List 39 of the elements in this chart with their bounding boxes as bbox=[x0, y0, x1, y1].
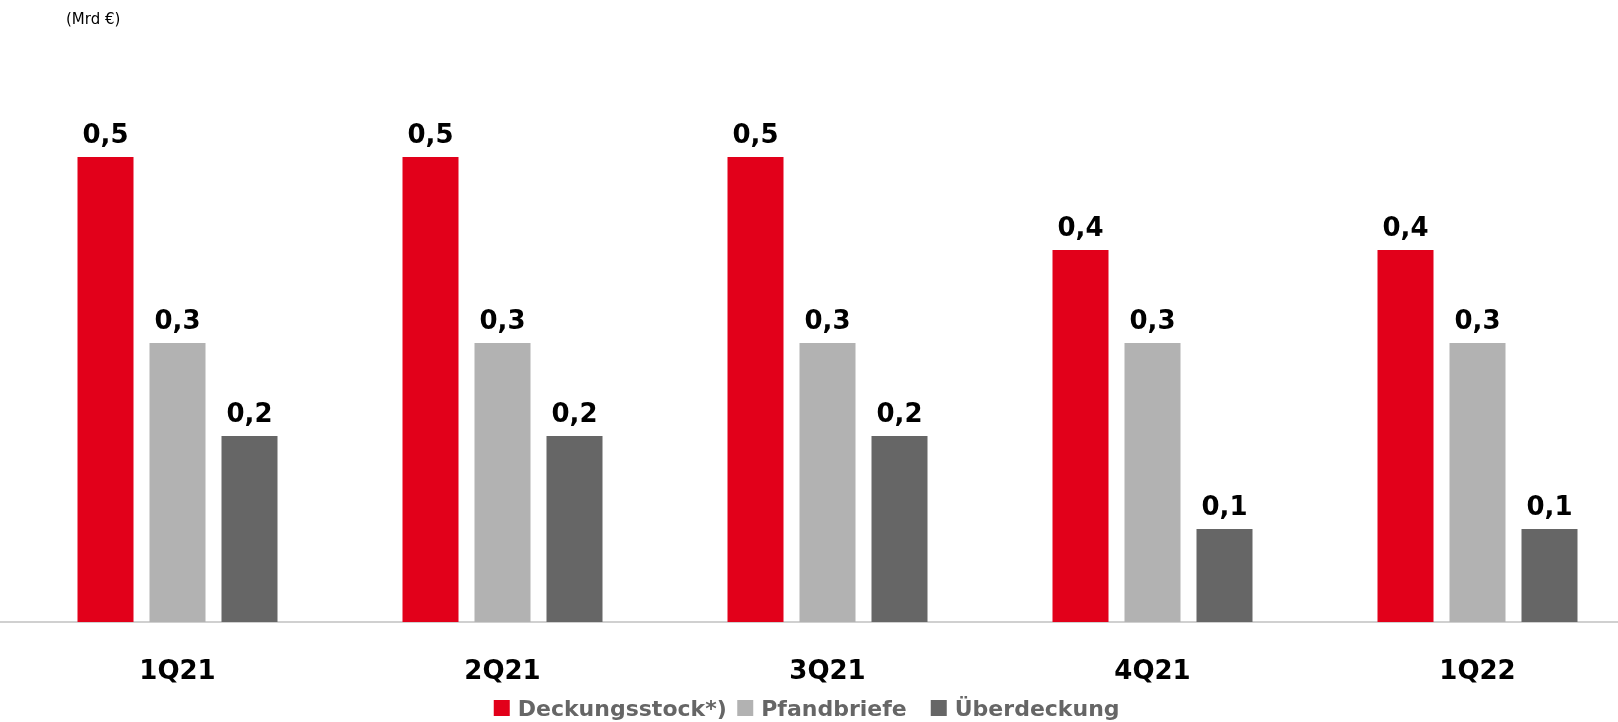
x-tick-label: 1Q21 bbox=[139, 655, 216, 685]
data-label: 0,3 bbox=[154, 305, 201, 335]
bar bbox=[1521, 529, 1578, 622]
data-label: 0,4 bbox=[1382, 212, 1429, 242]
bar bbox=[727, 157, 784, 622]
data-label: 0,3 bbox=[1454, 305, 1501, 335]
bar bbox=[1449, 343, 1506, 622]
data-label: 0,5 bbox=[407, 119, 454, 149]
bar bbox=[221, 436, 278, 622]
bar bbox=[77, 157, 134, 622]
legend-label: Pfandbriefe bbox=[761, 696, 907, 721]
data-label: 0,2 bbox=[876, 398, 923, 428]
legend-label: Deckungsstock*) bbox=[517, 696, 727, 721]
x-tick-label: 3Q21 bbox=[789, 655, 866, 685]
data-label: 0,3 bbox=[479, 305, 526, 335]
bar bbox=[149, 343, 206, 622]
data-label: 0,2 bbox=[551, 398, 598, 428]
bar bbox=[1052, 250, 1109, 622]
bar bbox=[1196, 529, 1253, 622]
text: (Mrd €) bbox=[66, 10, 121, 28]
bar bbox=[474, 343, 531, 622]
data-label: 0,2 bbox=[226, 398, 273, 428]
data-label: 0,5 bbox=[82, 119, 129, 149]
x-tick-label: 2Q21 bbox=[464, 655, 541, 685]
data-label: 0,4 bbox=[1057, 212, 1104, 242]
bar bbox=[799, 343, 856, 622]
bar bbox=[1377, 250, 1434, 622]
data-label: 0,5 bbox=[732, 119, 779, 149]
bar bbox=[871, 436, 928, 622]
bar bbox=[1124, 343, 1181, 622]
bar bbox=[402, 157, 459, 622]
data-label: 0,3 bbox=[1129, 305, 1176, 335]
data-label: 0,3 bbox=[804, 305, 851, 335]
x-tick-label: 4Q21 bbox=[1114, 655, 1191, 685]
data-label: 0,1 bbox=[1201, 491, 1248, 521]
legend-label: Überdeckung bbox=[954, 696, 1120, 721]
data-label: 0,1 bbox=[1526, 491, 1573, 521]
bar bbox=[546, 436, 603, 622]
x-tick-label: 1Q22 bbox=[1439, 655, 1516, 685]
